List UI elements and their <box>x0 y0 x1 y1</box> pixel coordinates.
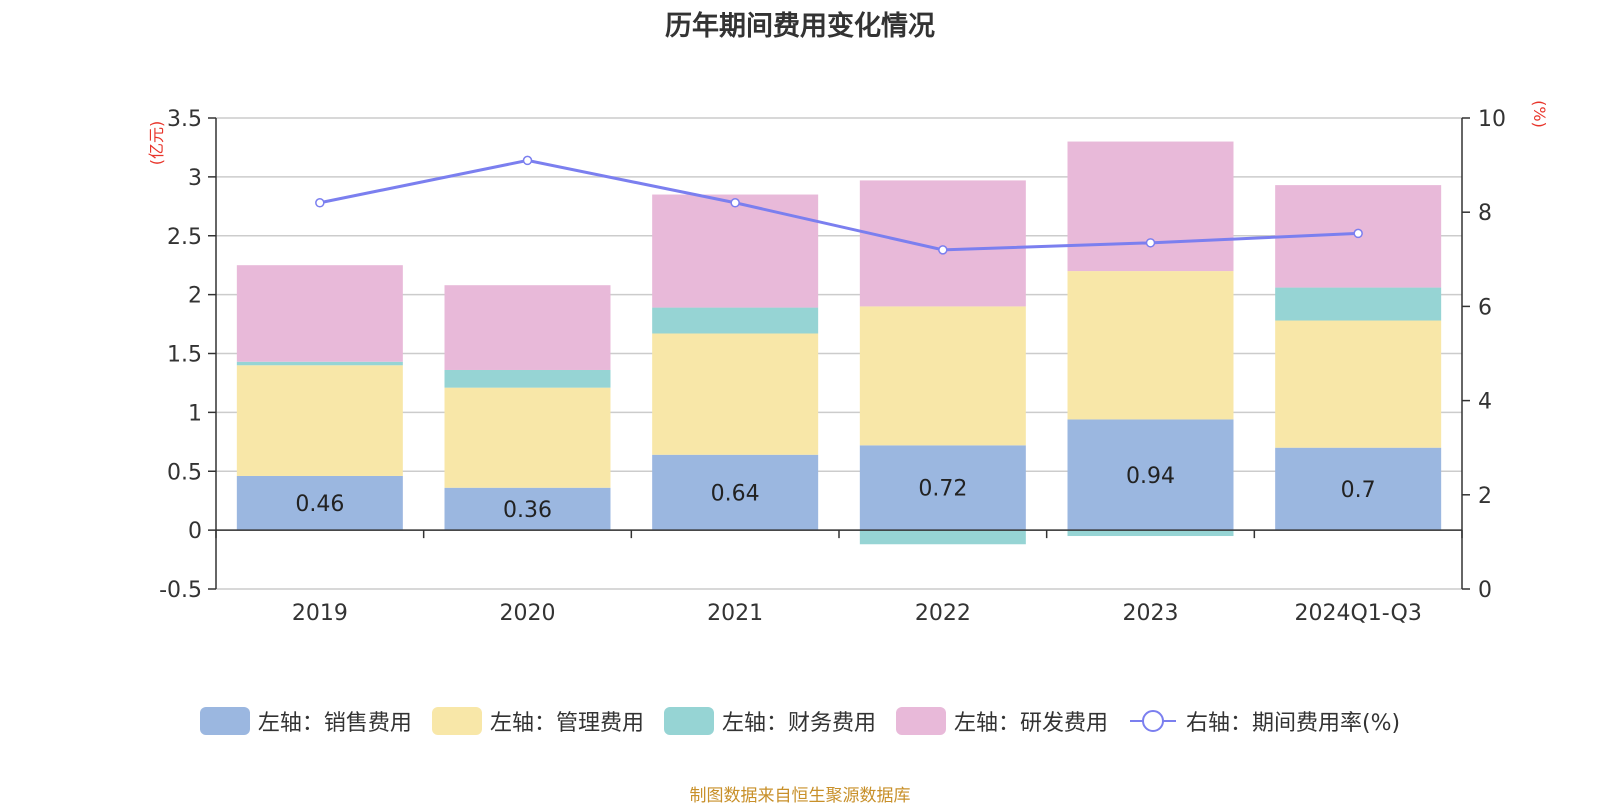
legend: 左轴：销售费用 左轴：管理费用 左轴：财务费用 左轴：研发费用 右轴：期间费用率(%) <box>0 705 1600 737</box>
x-tick-label: 2020 <box>500 601 556 626</box>
legend-label: 左轴：研发费用 <box>953 711 1108 736</box>
data-labels: 0.46 0.36 0.64 0.72 0.94 0.7 <box>295 464 1375 523</box>
legend-line-icon <box>1129 710 1176 732</box>
rate-line <box>315 155 1363 255</box>
legend-label: 左轴：管理费用 <box>489 711 644 736</box>
right-axis-unit: (%) <box>1530 100 1549 128</box>
legend-item[interactable]: 左轴：销售费用 <box>199 705 412 737</box>
left-tick-label: -0.5 <box>159 578 202 603</box>
bar-segment <box>1067 141 1234 272</box>
bar-data-label: 0.72 <box>918 477 967 502</box>
right-tick-label: 0 <box>1478 578 1492 603</box>
left-tick-label: 0 <box>188 519 202 544</box>
bar-segment <box>1275 287 1442 321</box>
x-tick-label: 2019 <box>292 601 348 626</box>
legend-item[interactable]: 右轴：期间费用率(%) <box>1128 705 1400 737</box>
right-tick-label: 8 <box>1478 201 1492 226</box>
bar-segment <box>236 265 403 362</box>
legend-label: 左轴：财务费用 <box>721 711 876 736</box>
legend-item[interactable]: 左轴：管理费用 <box>431 705 644 737</box>
bar-segment <box>1067 530 1234 537</box>
legend-swatch <box>431 707 482 735</box>
bar-segment <box>1067 419 1234 531</box>
source-note: 制图数据来自恒生聚源数据库 <box>689 786 911 806</box>
left-axis-unit: (亿元) <box>147 121 166 166</box>
bar-segment <box>236 365 403 476</box>
bar-segment <box>444 487 611 531</box>
legend-swatch <box>895 707 946 735</box>
right-tick-label: 10 <box>1478 107 1506 132</box>
bar-segment <box>444 387 611 488</box>
bar-data-label: 0.7 <box>1341 478 1376 503</box>
bar-segment <box>444 285 611 370</box>
rate-line-path <box>319 158 1359 252</box>
bar-segment <box>652 307 819 334</box>
rate-line-point <box>315 198 325 208</box>
left-tick-label: 1.5 <box>167 343 202 368</box>
right-tick-label: 6 <box>1478 295 1492 320</box>
x-tick-label: 2024Q1-Q3 <box>1294 601 1421 626</box>
rate-line-point <box>1353 228 1363 239</box>
left-tick-label: 1 <box>188 401 202 426</box>
bar-segment <box>1275 320 1442 448</box>
legend-swatch <box>663 707 714 735</box>
bar-segment <box>652 333 819 455</box>
bar-stacks <box>236 141 1442 545</box>
rate-line-point <box>522 155 533 166</box>
bar-segment <box>652 194 819 308</box>
bar-segment <box>652 454 819 531</box>
right-tick-label: 4 <box>1478 390 1492 415</box>
legend-item[interactable]: 左轴：研发费用 <box>895 705 1108 737</box>
x-tick-label: 2022 <box>915 601 971 626</box>
chart-title: 历年期间费用变化情况 <box>665 11 935 42</box>
gridlines <box>216 117 1462 590</box>
bar-data-label: 0.46 <box>295 492 344 517</box>
legend-label: 左轴：销售费用 <box>257 711 412 736</box>
rate-line-point <box>730 198 740 208</box>
axes: -0.5 0 0.5 1 1.5 2 2.5 3 3.5 0 2 4 6 8 10 2019 2020 2021 2… <box>159 107 1506 626</box>
bar-data-label: 0.94 <box>1126 464 1175 489</box>
bar-data-label: 0.64 <box>711 481 760 506</box>
x-tick-label: 2023 <box>1123 601 1179 626</box>
rate-line-point <box>938 245 948 255</box>
bar-segment <box>1067 271 1234 420</box>
left-tick-label: 0.5 <box>167 460 202 485</box>
x-tick-label: 2021 <box>707 601 763 626</box>
bar-segment <box>444 369 611 388</box>
bar-segment <box>236 361 403 366</box>
left-tick-label: 2.5 <box>167 225 202 250</box>
bar-segment <box>859 445 1026 531</box>
bar-segment <box>1275 447 1442 531</box>
right-tick-label: 2 <box>1478 484 1492 509</box>
left-tick-label: 2 <box>188 284 202 309</box>
rate-line-point <box>1145 238 1156 248</box>
legend-line-marker <box>1141 710 1164 732</box>
left-tick-label: 3.5 <box>167 107 202 132</box>
bar-segment <box>859 306 1026 446</box>
bar-segment <box>859 530 1026 545</box>
legend-item[interactable]: 左轴：财务费用 <box>663 705 876 737</box>
legend-swatch <box>199 707 250 735</box>
bar-segment <box>236 475 403 531</box>
bar-segment <box>859 180 1026 307</box>
legend-label: 右轴：期间费用率(%) <box>1185 711 1401 736</box>
bar-data-label: 0.36 <box>503 498 552 523</box>
left-tick-label: 3 <box>188 166 202 191</box>
